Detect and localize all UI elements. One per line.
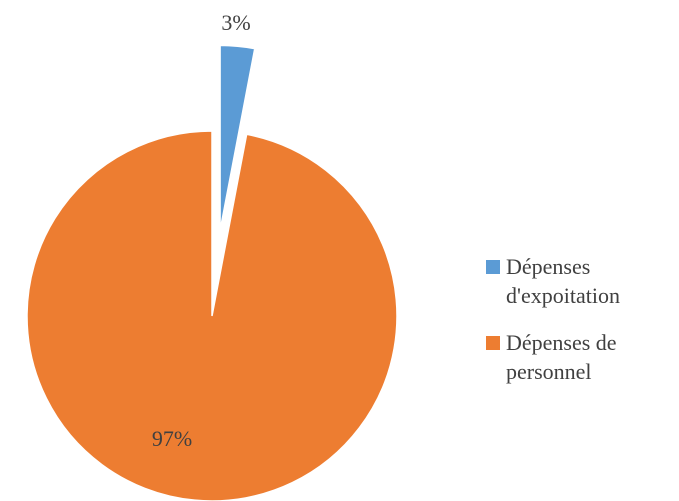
legend-swatch [486,336,500,350]
legend-label: Dépenses de personnel [506,330,617,384]
legend: Dépenses d'expoitation Dépenses de person… [486,252,666,404]
legend-swatch [486,260,500,274]
legend-item: Dépenses de personnel [486,328,666,386]
pie-slice [26,130,398,501]
legend-label: Dépenses d'expoitation [506,254,620,308]
data-label: 97% [152,426,192,451]
data-label: 3% [221,10,250,35]
legend-item: Dépenses d'expoitation [486,252,666,310]
pie-slice [219,44,256,231]
